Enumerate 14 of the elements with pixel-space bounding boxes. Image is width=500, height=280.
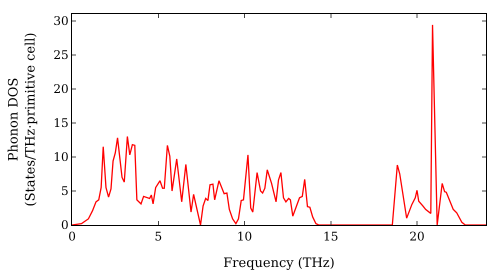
y-tick-label: 15	[53, 116, 69, 130]
x-tick-label: 5	[154, 229, 162, 244]
y-tick-label: 5	[60, 184, 69, 198]
x-tick-label: 15	[323, 229, 338, 244]
line-series	[72, 24, 486, 225]
x-tick-label: 10	[236, 229, 252, 244]
y-tick-label: 20	[53, 82, 69, 96]
y-tick-label: 30	[53, 14, 69, 28]
x-axis-title: Frequency (THz)	[223, 256, 335, 271]
y-tick-label: 10	[53, 150, 69, 164]
y-tick-label: 25	[53, 48, 69, 62]
x-tick-label: 20	[409, 229, 425, 244]
y-tick-label: 0	[60, 218, 69, 232]
y-axis-title: Phonon DOS (States/THz·primitive cell)	[6, 32, 38, 207]
